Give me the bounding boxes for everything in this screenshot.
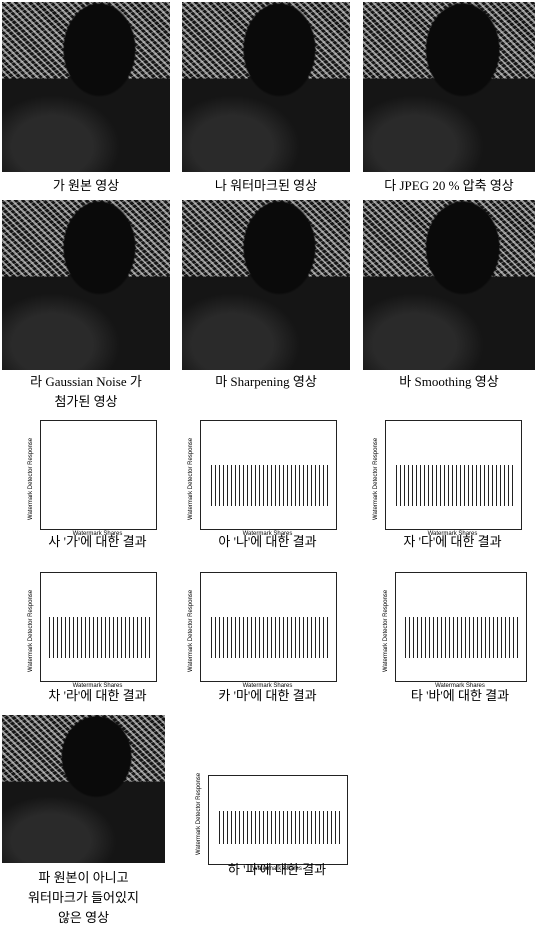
caption: 하 '파'에 대한 결과 — [227, 862, 327, 877]
response-plot — [200, 420, 337, 530]
caption: 가 원본 영상 — [52, 178, 120, 193]
y-axis-label: Watermark Detector Response — [188, 589, 194, 672]
x-axis-label: Watermark Shares — [72, 531, 123, 537]
y-axis-label: Watermark Detector Response — [28, 437, 34, 520]
response-plot — [385, 420, 522, 530]
caption: 않은 영상 — [57, 910, 110, 925]
caption: 자 '다'에 대한 결과 — [403, 534, 502, 549]
x-axis-label: Watermark Shares — [242, 531, 293, 537]
response-plot — [208, 775, 348, 865]
response-plot — [395, 572, 527, 682]
y-axis-label: Watermark Detector Response — [28, 589, 34, 672]
caption: 카 '마'에 대한 결과 — [218, 688, 317, 703]
y-axis-label: Watermark Detector Response — [373, 437, 379, 520]
x-axis-label: Watermark Shares — [72, 683, 123, 689]
y-axis-label: Watermark Detector Response — [196, 772, 202, 855]
caption: 워터마크가 들어있지 — [28, 890, 139, 905]
caption: 아 '나'에 대한 결과 — [218, 534, 317, 549]
response-plot — [40, 572, 157, 682]
caption: 다 JPEG 20 % 압축 영상 — [384, 178, 514, 193]
photo — [2, 2, 170, 172]
photo — [182, 2, 350, 172]
x-axis-label: Watermark Shares — [242, 683, 293, 689]
caption: 차 '라'에 대한 결과 — [48, 688, 147, 703]
caption: 타 '바'에 대한 결과 — [410, 688, 510, 703]
y-axis-label: Watermark Detector Response — [188, 437, 194, 520]
caption: 사 '가'에 대한 결과 — [48, 534, 147, 549]
caption: 나 워터마크된 영상 — [214, 178, 318, 193]
caption: 마 Sharpening 영상 — [215, 374, 317, 389]
photo — [363, 200, 535, 370]
x-axis-label: Watermark Shares — [427, 531, 478, 537]
y-axis-label: Watermark Detector Response — [383, 589, 389, 672]
response-plot — [40, 420, 157, 530]
photo — [2, 200, 170, 370]
photo — [2, 715, 165, 863]
caption: 바 Smoothing 영상 — [399, 374, 499, 389]
caption: 첨가된 영상 — [54, 394, 118, 409]
photo — [182, 200, 350, 370]
caption: 파 원본이 아니고 — [38, 870, 129, 885]
caption: 라 Gaussian Noise 가 — [30, 374, 142, 389]
x-axis-label: Watermark Shares — [435, 683, 485, 689]
photo — [363, 2, 535, 172]
response-plot — [200, 572, 337, 682]
x-axis-label: Watermark Shares — [252, 866, 302, 872]
